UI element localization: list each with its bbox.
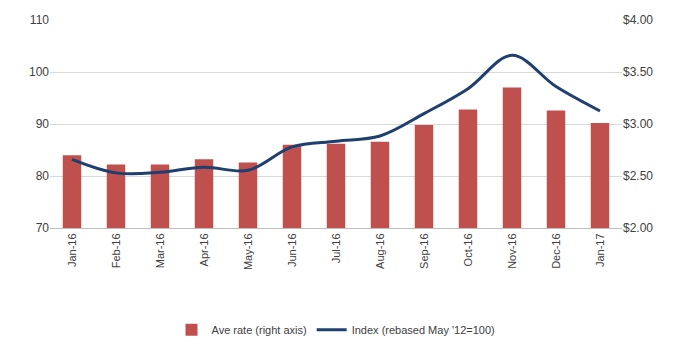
svg-text:Mar-16: Mar-16 xyxy=(154,233,166,268)
svg-text:Nov-16: Nov-16 xyxy=(506,233,518,268)
svg-text:Aug-16: Aug-16 xyxy=(374,233,386,268)
svg-text:Dec-16: Dec-16 xyxy=(550,233,562,268)
svg-text:110: 110 xyxy=(30,13,49,27)
svg-text:$2.50: $2.50 xyxy=(623,169,653,183)
svg-text:Oct-16: Oct-16 xyxy=(462,233,474,266)
svg-text:$3.00: $3.00 xyxy=(623,117,653,131)
svg-text:Sep-16: Sep-16 xyxy=(418,233,430,268)
svg-text:$2.00: $2.00 xyxy=(623,221,653,235)
svg-text:Jul-16: Jul-16 xyxy=(330,233,342,263)
svg-text:80: 80 xyxy=(36,169,50,183)
svg-text:Jan-17: Jan-17 xyxy=(594,233,606,267)
svg-text:Ave rate (right axis): Ave rate (right axis) xyxy=(212,324,307,336)
svg-text:Feb-16: Feb-16 xyxy=(110,233,122,268)
svg-text:Jun-16: Jun-16 xyxy=(286,233,298,267)
svg-text:Apr-16: Apr-16 xyxy=(198,233,210,266)
svg-text:$4.00: $4.00 xyxy=(623,13,653,27)
svg-text:Index (rebased May '12=100): Index (rebased May '12=100) xyxy=(352,324,495,336)
svg-text:70: 70 xyxy=(36,221,50,235)
svg-text:$3.50: $3.50 xyxy=(623,65,653,79)
svg-text:90: 90 xyxy=(36,117,50,131)
svg-text:100: 100 xyxy=(29,65,49,79)
svg-text:Jan-16: Jan-16 xyxy=(66,233,78,267)
svg-text:May-16: May-16 xyxy=(242,233,254,270)
